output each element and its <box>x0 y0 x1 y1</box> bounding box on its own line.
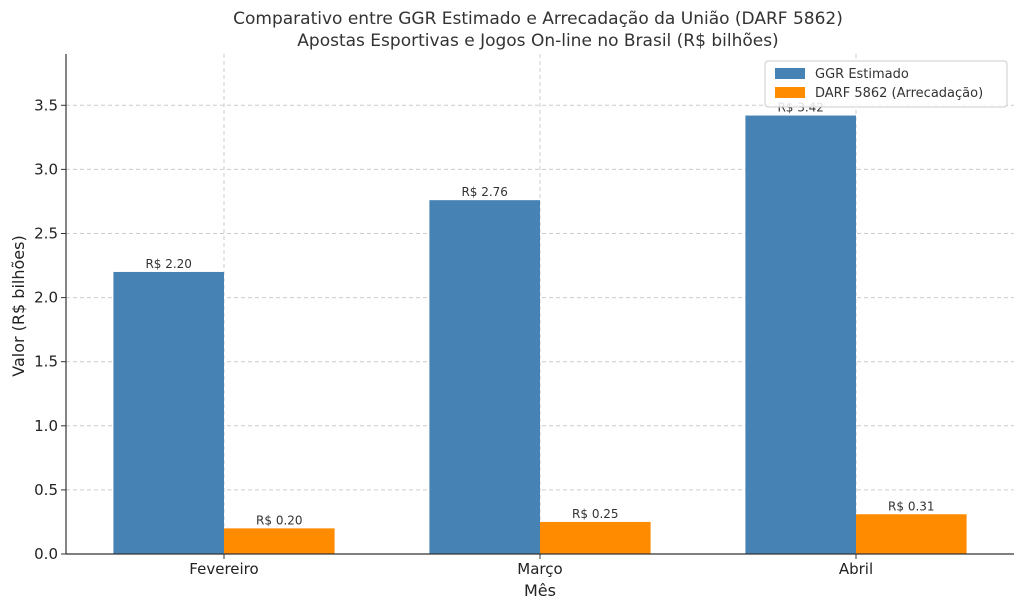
y-tick-label: 0.5 <box>34 481 58 499</box>
y-axis-label: Valor (R$ bilhões) <box>9 235 28 376</box>
bar-ggr-1 <box>429 200 540 554</box>
legend-box <box>764 60 1008 108</box>
y-tick-label: 2.5 <box>34 224 58 242</box>
y-tick-label: 0.0 <box>34 545 58 563</box>
x-axis-label: Mês <box>524 581 556 600</box>
bar-value-label: R$ 0.20 <box>256 513 303 527</box>
legend-label: DARF 5862 (Arrecadação) <box>815 86 983 101</box>
bar-value-label: R$ 2.20 <box>145 257 192 271</box>
bars: R$ 2.20R$ 2.76R$ 3.42R$ 0.20 R$ 0.25R$ 0.… <box>113 101 967 555</box>
axes: 0.0 0.5 1.0 1.5 2.0 2.5 3.0 3.5 Fevereiro Março Ab… <box>34 54 1014 578</box>
bar-ggr-0 <box>113 271 224 554</box>
legend-swatch-ggr <box>775 68 805 79</box>
y-tick-label: 1.0 <box>34 417 58 435</box>
bar-ggr-2 <box>745 115 856 555</box>
y-tick-label: 3.5 <box>34 96 58 114</box>
chart-subtitle: Apostas Esportivas e Jogos On-line no Br… <box>297 31 778 51</box>
y-tick-label: 1.5 <box>34 353 58 371</box>
x-tick-label: Fevereiro <box>189 560 258 578</box>
chart-title: Comparativo entre GGR Estimado e Arrecad… <box>233 9 843 29</box>
legend-label: GGR Estimado <box>815 67 909 82</box>
bar-value-label: R$ 0.31 <box>888 499 935 513</box>
x-tick-label: Março <box>517 560 562 578</box>
bar-darf-1 <box>540 521 651 554</box>
bar-darf-0 <box>224 528 335 554</box>
bar-value-label: R$ 0.25 <box>572 507 619 521</box>
bar-value-label: R$ 2.76 <box>461 185 508 199</box>
y-tick-label: 3.0 <box>34 160 58 178</box>
legend-swatch-darf <box>775 87 805 98</box>
legend: GGR Estimado DARF 5862 (Arrecadação) <box>764 60 1008 108</box>
y-tick-label: 2.0 <box>34 289 58 307</box>
x-tick-label: Abril <box>839 560 873 578</box>
bar-darf-2 <box>856 514 967 554</box>
